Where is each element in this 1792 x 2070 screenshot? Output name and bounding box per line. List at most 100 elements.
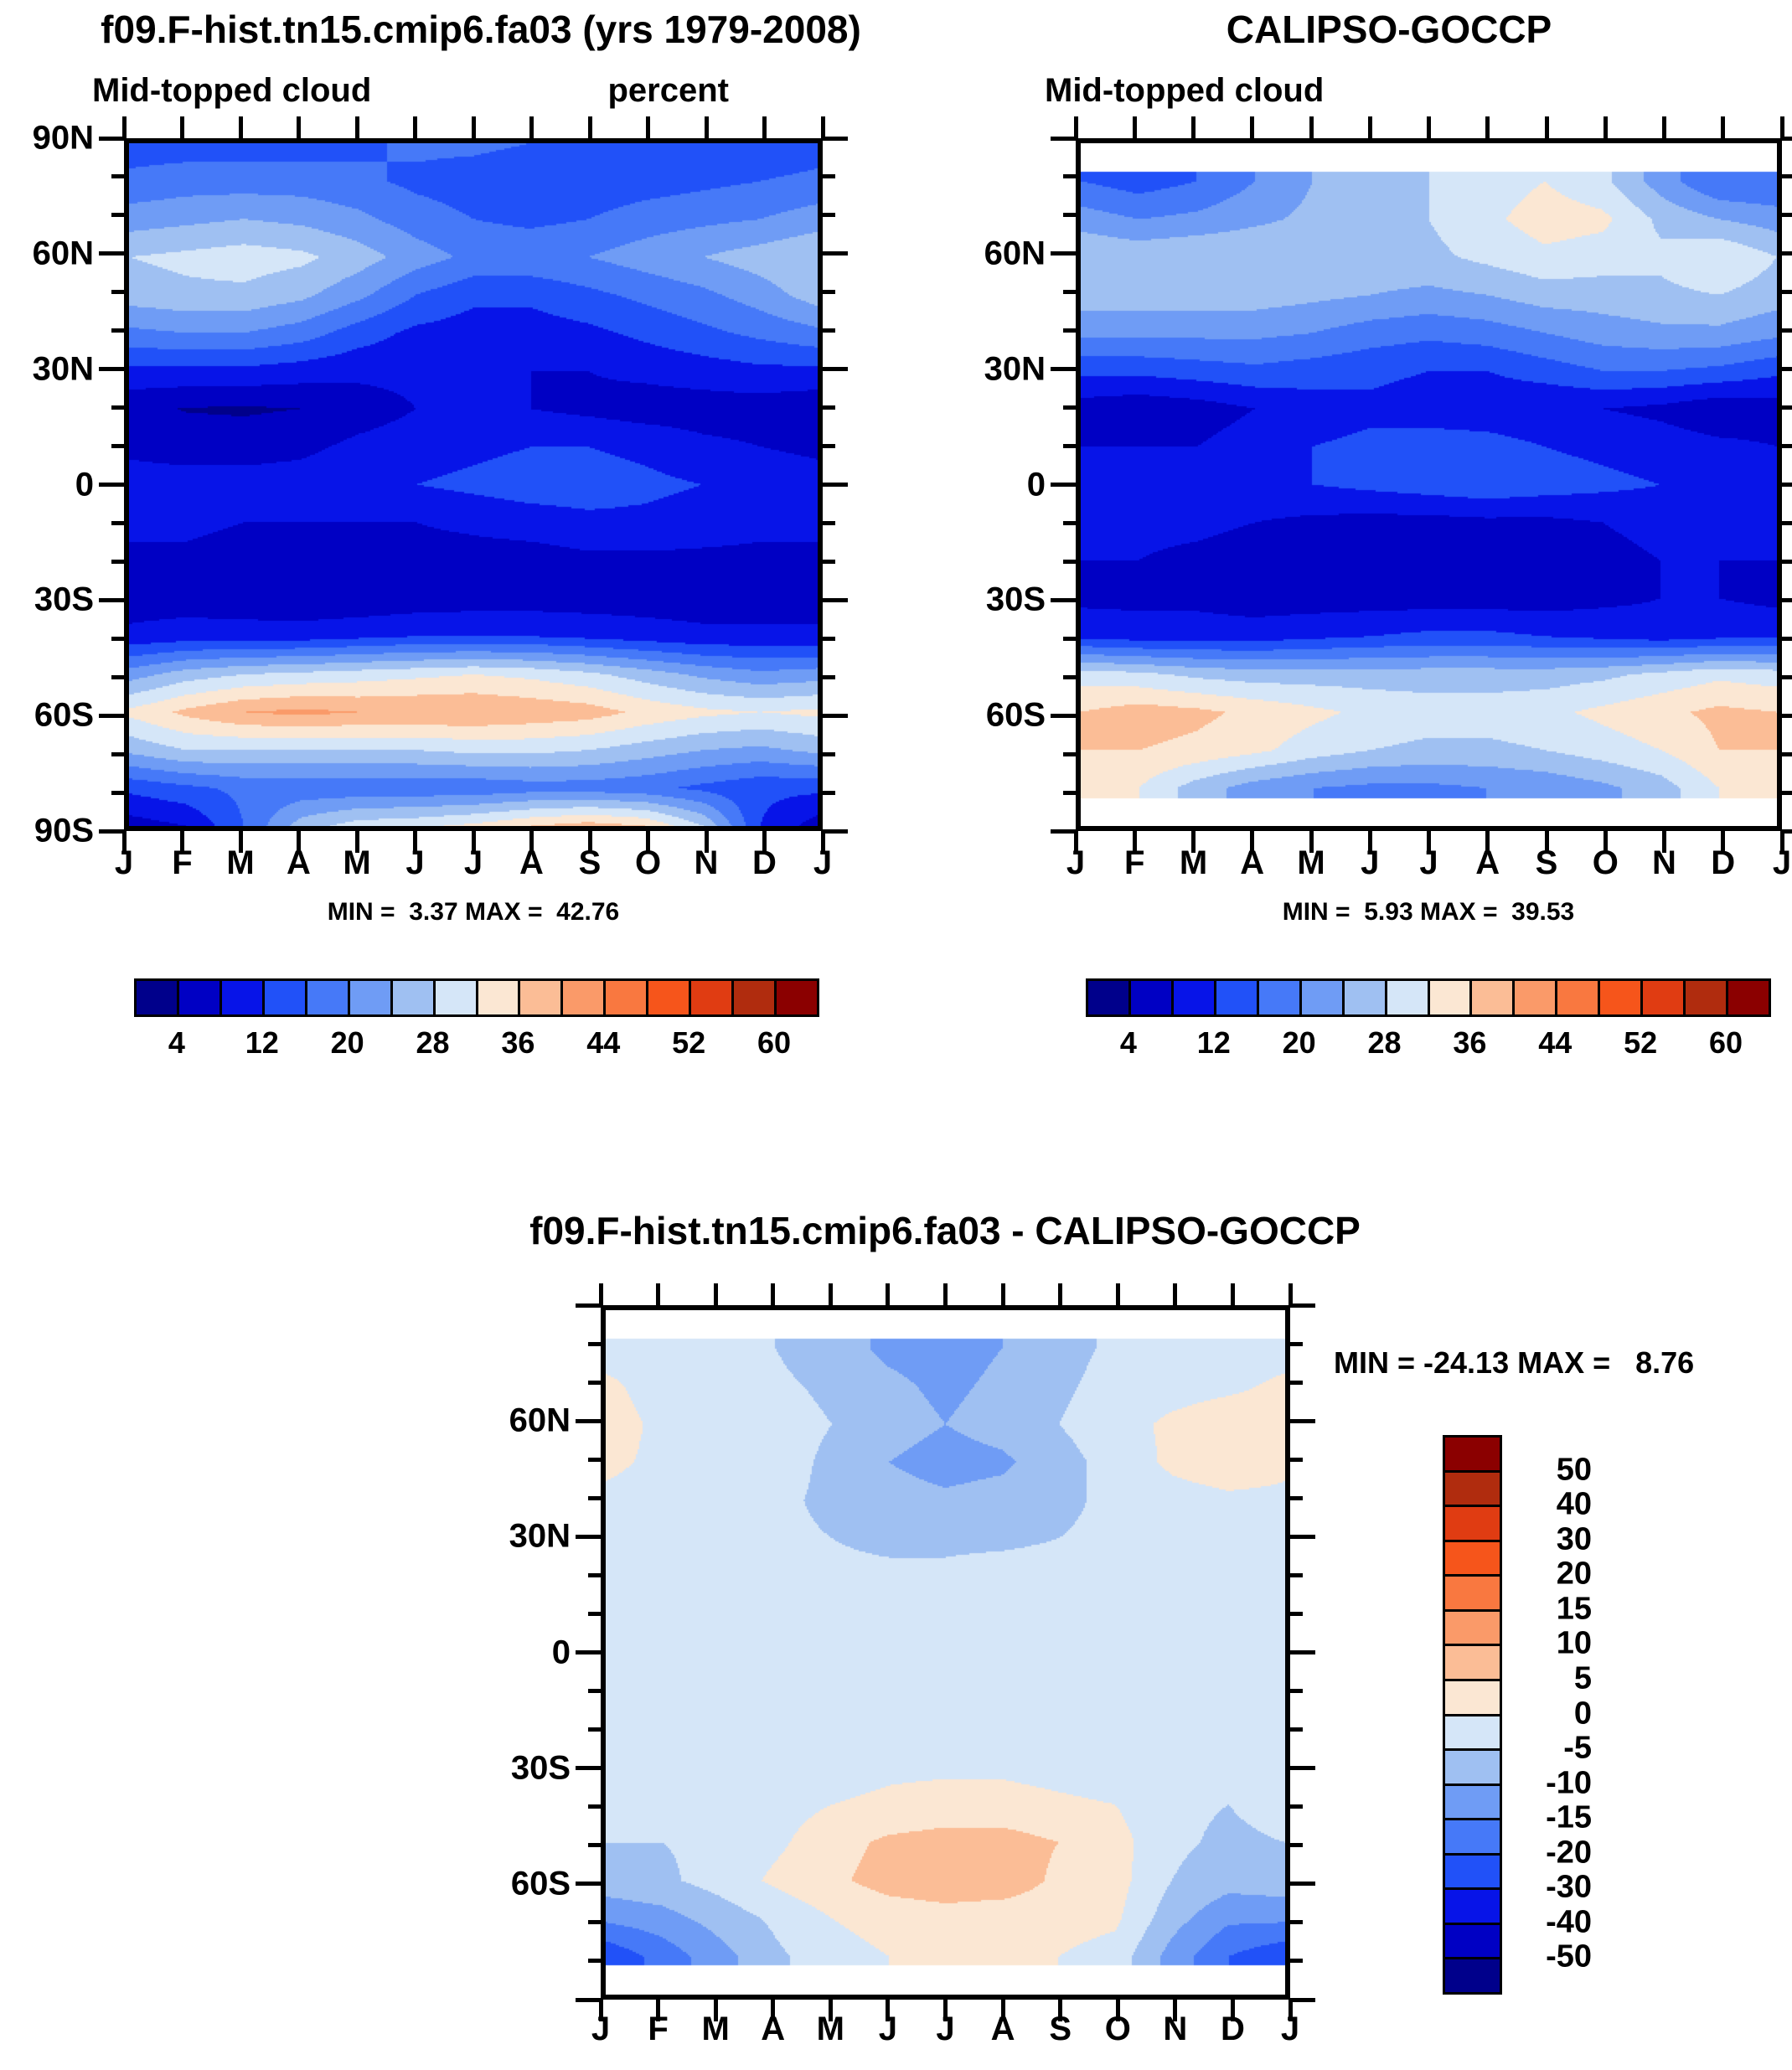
lat-tick-left [111,636,124,641]
month-axis-label: D [1711,844,1736,881]
diff-colorbar-tick-label: 20 [1556,1556,1592,1592]
lat-tick-right [1782,328,1792,333]
month-tick-top [820,116,825,138]
lat-tick-right [823,559,835,564]
lat-tick-left [99,367,124,372]
lat-tick-right [1782,290,1792,295]
diff-colorbar-tick-label: 50 [1556,1452,1592,1488]
month-tick-bottom [180,831,184,853]
lat-tick-right [823,328,835,333]
lat-axis-label: 30S [985,581,1046,618]
month-tick-top [1721,116,1726,138]
colorbar-segment [261,978,307,1017]
colorbar-tick-label: 44 [1538,1025,1573,1060]
lat-axis-label: 30S [34,581,94,618]
month-axis-label: D [752,844,777,881]
month-axis-label: M [226,844,255,881]
lat-tick-left [111,520,124,525]
month-tick-top [1250,116,1255,138]
lat-axis-label: 0 [1026,466,1046,503]
month-tick-top [1779,116,1784,138]
lat-tick-right [1290,1303,1315,1308]
diff-plot-title: f09.F-hist.tn15.cmip6.fa03 - CALIPSO-GOC… [529,1209,1361,1252]
colorbar-tick-label: 12 [1196,1025,1231,1060]
diff-colorbar-segment [1443,1435,1502,1473]
lat-tick-left [1051,367,1076,372]
lat-tick-right [1782,520,1792,525]
lat-tick-left [588,1611,601,1616]
lat-tick-right [1290,1920,1303,1925]
diff-colorbar-segment [1443,1505,1502,1542]
month-axis-label: S [1049,2011,1072,2047]
colorbar-segment [1213,978,1259,1017]
lat-tick-right [1290,1650,1315,1654]
month-tick-top [1058,1283,1063,1305]
month-tick-bottom [354,831,359,853]
lat-tick-left [1063,636,1076,641]
month-tick-bottom [471,831,476,853]
lat-tick-left [576,1418,601,1423]
month-tick-top [943,1283,948,1305]
month-tick-top [1000,1283,1005,1305]
month-axis-label: D [1220,2011,1245,2047]
month-tick-top [1230,1283,1235,1305]
lat-tick-right [823,520,835,525]
lat-tick-left [1051,251,1076,256]
lat-axis-label: 60S [510,1865,571,1902]
diff-colorbar-tick-label: 40 [1556,1486,1592,1522]
month-tick-top [1309,116,1314,138]
month-tick-top [1544,116,1549,138]
lat-axis-label: 30N [32,350,94,388]
month-tick-top [1485,116,1490,138]
month-axis-label: J [405,844,425,881]
diff-colorbar-segment [1443,1852,1502,1891]
lat-tick-right [823,790,835,795]
lat-tick-right [1290,1766,1315,1771]
colorbar-segment [1170,978,1216,1017]
colorbar-tick-label: 20 [330,1025,364,1060]
month-tick-bottom [1662,831,1666,853]
lat-tick-left [111,751,124,756]
lat-axis-label: 60N [32,235,94,272]
month-axis-label: A [761,2011,786,2047]
lat-tick-right [823,251,848,256]
lat-tick-left [111,290,124,295]
month-axis-label: A [990,2011,1015,2047]
lat-tick-left [588,1920,601,1925]
colorbar-tick-label: 44 [586,1025,621,1060]
lat-tick-left [111,405,124,410]
diff-colorbar-segment [1443,1644,1502,1681]
lat-tick-right [823,136,848,141]
diff-colorbar-segment [1443,1887,1502,1925]
month-tick-top [646,116,650,138]
month-tick-top [1603,116,1608,138]
lat-axis-label: 60N [509,1402,571,1439]
lat-tick-right [823,444,835,449]
month-axis-label: N [694,844,719,881]
month-axis-label: S [1535,844,1558,881]
month-tick-top [1427,116,1431,138]
month-tick-bottom [1288,2000,1293,2021]
model-plot-title: f09.F-hist.tn15.cmip6.fa03 (yrs 1979-200… [101,8,861,51]
colorbar-tick-label: 20 [1282,1025,1316,1060]
month-tick-bottom [238,831,243,853]
diff-colorbar-tick-label: -50 [1546,1938,1592,1975]
month-tick-top [656,1283,661,1305]
diff-colorbar-segment [1443,1713,1502,1752]
colorbar-segment [1427,978,1473,1017]
month-axis-label: F [648,2011,669,2047]
month-axis-label: J [463,844,483,881]
diff-colorbar-tick-label: -5 [1563,1730,1592,1766]
month-tick-bottom [1779,831,1784,853]
colorbar-tick-label: 4 [1119,1025,1137,1060]
lat-axis-label: 30N [509,1517,571,1555]
lat-tick-left [588,1457,601,1462]
month-axis-label: M [701,2011,730,2047]
month-axis-label: J [936,2011,955,2047]
lat-tick-left [1063,559,1076,564]
month-axis-label: O [634,844,662,881]
colorbar-segment [560,978,607,1017]
colorbar-segment [475,978,521,1017]
lat-tick-right [823,483,848,487]
lat-tick-left [99,829,124,834]
